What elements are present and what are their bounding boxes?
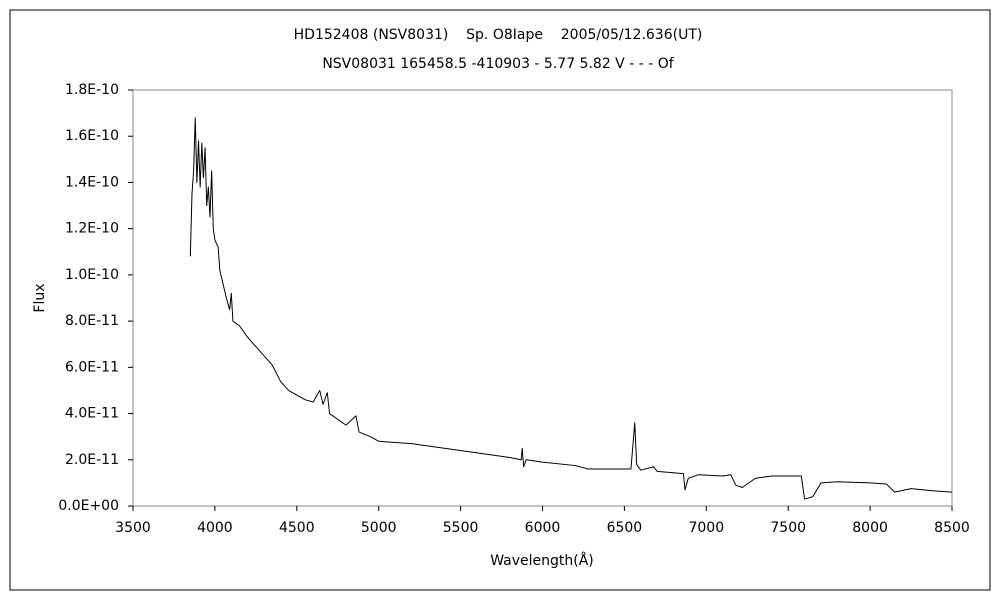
y-tick-label: 1.2E-10 [65, 221, 119, 237]
chart-subtitle: NSV08031 165458.5 -410903 - 5.77 5.82 V … [322, 56, 674, 72]
y-tick-label: 1.0E-10 [65, 267, 119, 283]
x-tick-label: 5500 [443, 520, 479, 536]
x-tick-label: 4000 [197, 520, 233, 536]
x-tick-label: 6000 [525, 520, 561, 536]
chart-border [9, 9, 991, 591]
y-tick-label: 1.6E-10 [65, 128, 119, 144]
y-tick-label: 2.0E-11 [65, 452, 119, 468]
y-tick-label: 1.8E-10 [65, 82, 119, 98]
y-tick-label: 4.0E-11 [65, 406, 119, 422]
x-tick-label: 3500 [115, 520, 151, 536]
x-axis-label: Wavelength(Å) [490, 552, 594, 569]
x-tick-label: 5000 [361, 520, 397, 536]
x-tick-label: 8500 [934, 520, 970, 536]
chart-title: HD152408 (NSV8031) Sp. O8Iape 2005/05/12… [294, 27, 703, 43]
x-tick-label: 6500 [607, 520, 643, 536]
x-tick-label: 7500 [770, 520, 806, 536]
y-tick-label: 8.0E-11 [65, 313, 119, 329]
x-tick-label: 8000 [852, 520, 888, 536]
y-tick-label: 6.0E-11 [65, 359, 119, 375]
y-axis-label: Flux [32, 283, 48, 312]
spectrum-line [189, 117, 953, 500]
x-tick-label: 4500 [279, 520, 315, 536]
x-tick-label: 7000 [688, 520, 724, 536]
y-tick-label: 0.0E+00 [58, 498, 119, 514]
y-tick-label: 1.4E-10 [65, 174, 119, 190]
